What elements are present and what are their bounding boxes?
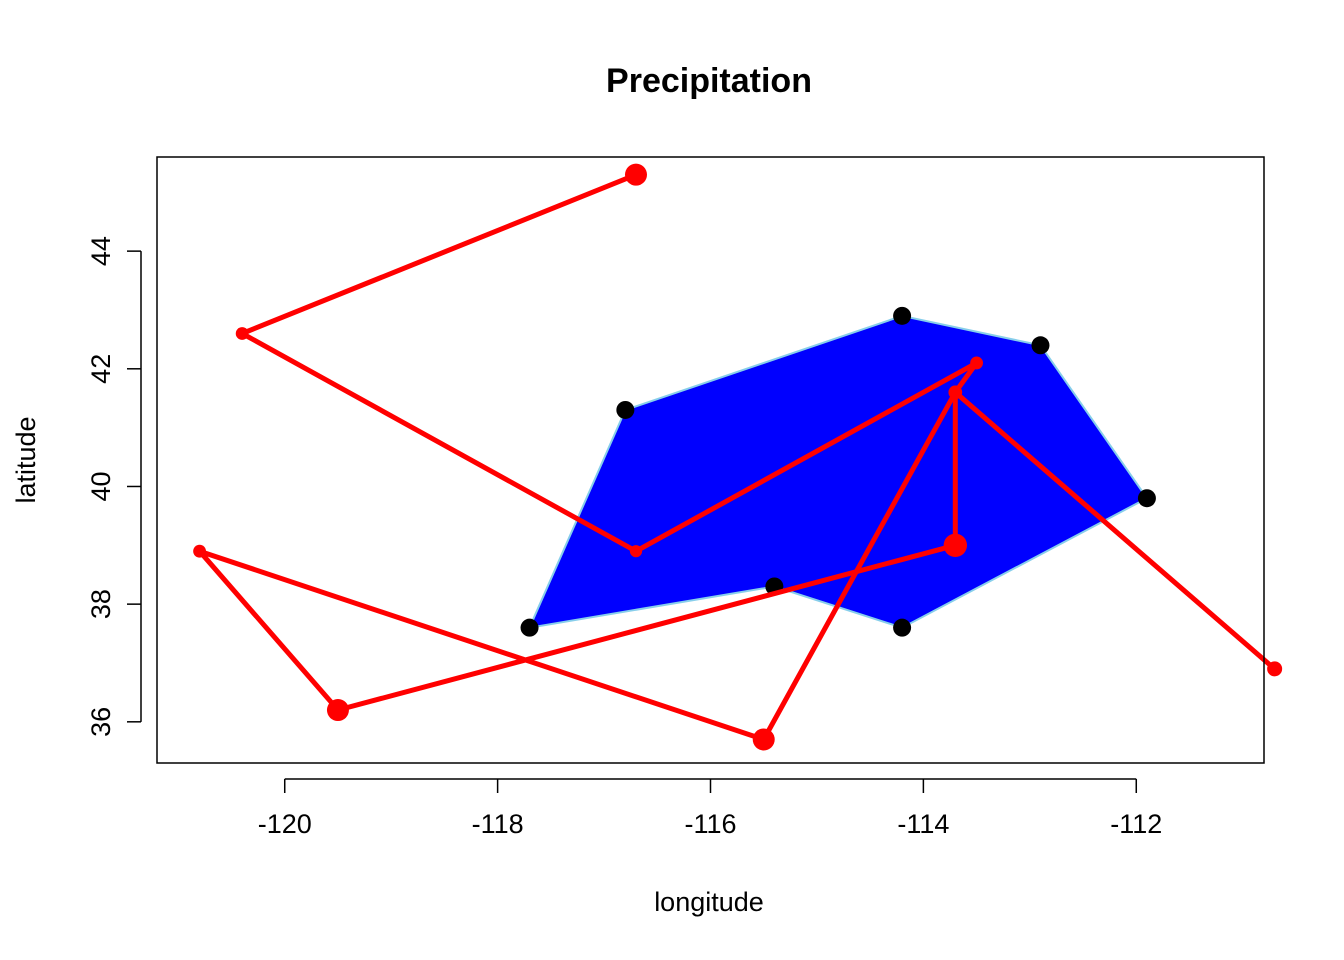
path-point-1 bbox=[624, 163, 647, 186]
path-point-6 bbox=[943, 533, 968, 558]
y-tick-label: 42 bbox=[86, 354, 116, 384]
station-point-5 bbox=[1137, 489, 1156, 508]
y-tick-label: 44 bbox=[86, 236, 116, 266]
path-point-7 bbox=[326, 699, 349, 722]
station-point-6 bbox=[893, 618, 912, 637]
path-point-2 bbox=[235, 327, 249, 340]
y-axis: 36 38 40 42 44 bbox=[86, 236, 142, 737]
path-point-10 bbox=[948, 385, 963, 400]
path-point-8 bbox=[193, 544, 206, 558]
chart-title: Precipitation bbox=[606, 62, 812, 100]
path-point-11 bbox=[1267, 661, 1283, 677]
plot-frame bbox=[156, 156, 1265, 764]
path-point-9 bbox=[752, 728, 775, 751]
station-point-2 bbox=[616, 400, 635, 419]
x-axis: -120 -118 -116 -114 -112 bbox=[258, 778, 1162, 839]
hull-polygon bbox=[527, 314, 1149, 629]
x-tick-label: -116 bbox=[684, 809, 736, 839]
x-axis-label: longitude bbox=[654, 887, 764, 917]
x-tick-label: -120 bbox=[258, 809, 312, 839]
path-point-3 bbox=[629, 545, 643, 558]
y-tick-label: 36 bbox=[86, 707, 116, 737]
x-tick-label: -112 bbox=[1110, 809, 1162, 839]
y-tick-label: 38 bbox=[86, 589, 116, 619]
station-point-1 bbox=[520, 618, 539, 637]
plot-area bbox=[193, 163, 1283, 751]
y-axis-label: latitude bbox=[11, 416, 41, 503]
y-tick-label: 40 bbox=[86, 471, 116, 501]
x-tick-label: -118 bbox=[472, 809, 524, 839]
station-point-3 bbox=[893, 306, 912, 325]
path-point-4 bbox=[970, 356, 984, 370]
station-point-4 bbox=[1031, 336, 1050, 355]
x-tick-label: -114 bbox=[897, 809, 949, 839]
